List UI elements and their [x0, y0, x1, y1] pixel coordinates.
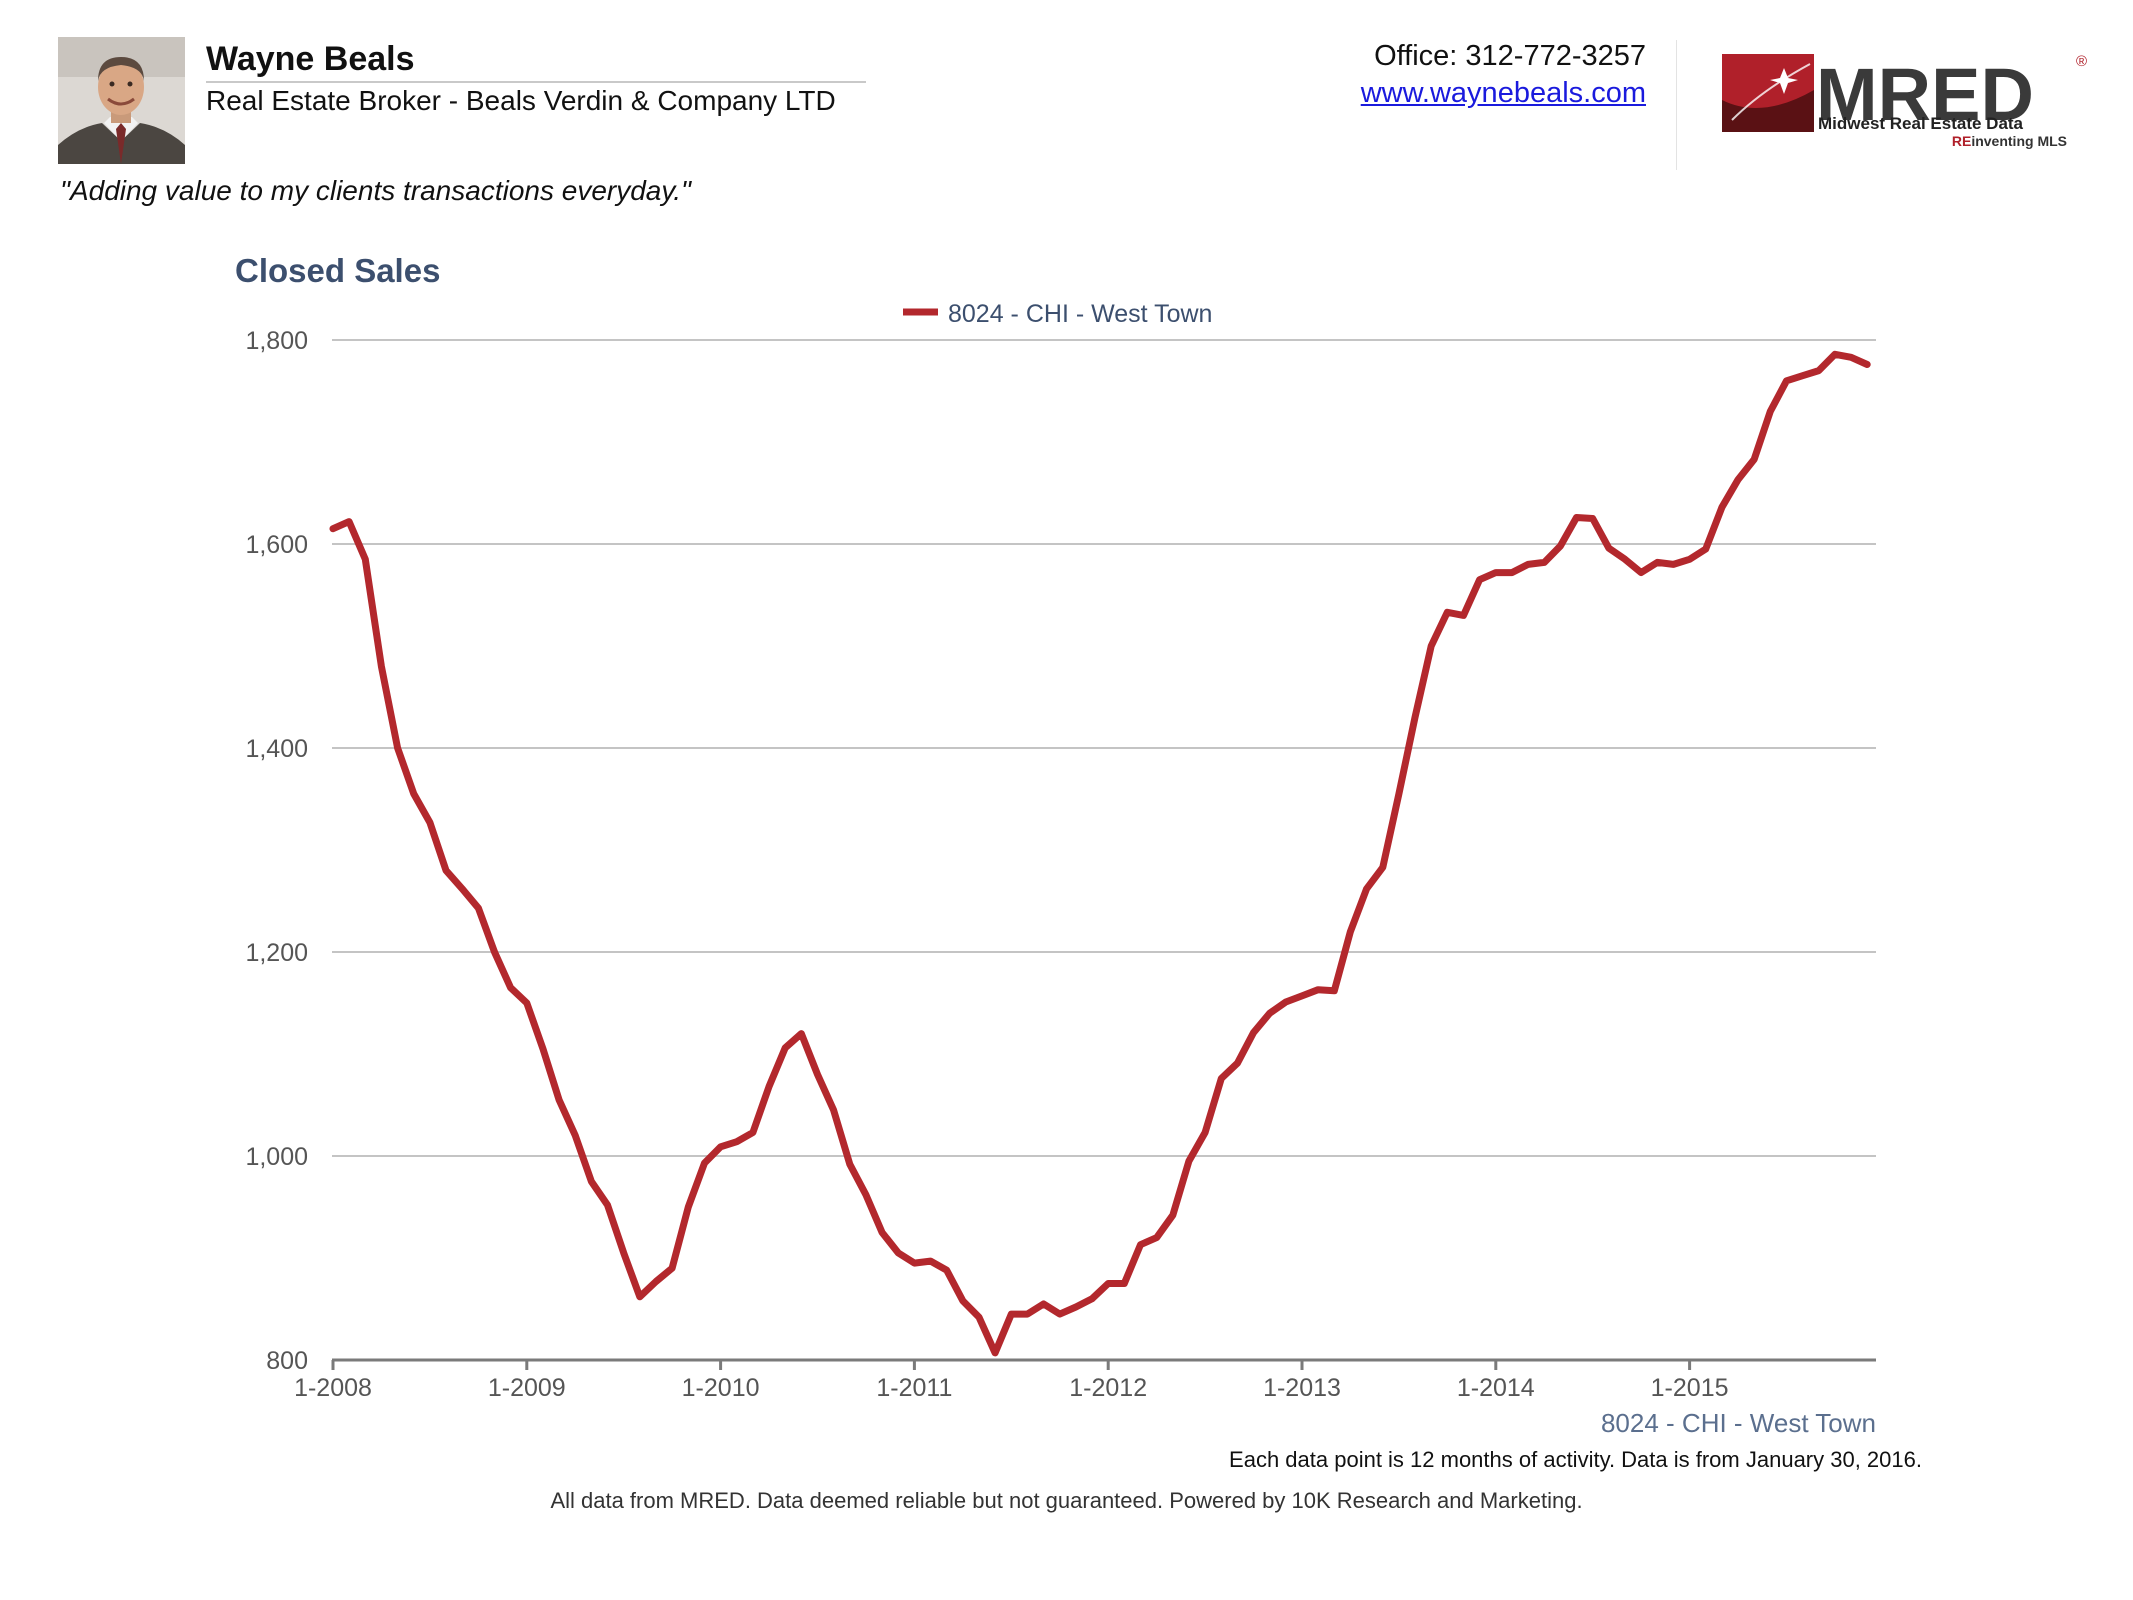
y-tick-label: 800 [266, 1347, 308, 1375]
y-tick-label: 1,400 [245, 735, 308, 763]
logo-wordmark: MRED [1816, 53, 2034, 136]
legend: 8024 - CHI - West Town [903, 300, 1212, 328]
agent-portrait-image [58, 37, 185, 164]
logo-tagline-prefix: RE [1952, 133, 1971, 149]
x-tick-label: 1-2011 [876, 1374, 952, 1402]
legend-label: 8024 - CHI - West Town [948, 300, 1212, 328]
star-icon [1770, 68, 1798, 94]
mred-logo: MRED ® Midwest Real Estate Data REinvent… [1722, 50, 2102, 165]
agent-title: Real Estate Broker - Beals Verdin & Comp… [206, 85, 836, 116]
x-tick-label: 1-2012 [1069, 1374, 1147, 1402]
x-tick-label: 1-2015 [1651, 1374, 1729, 1402]
tagline: "Adding value to my clients transactions… [60, 175, 691, 206]
chart-title: Closed Sales [235, 252, 441, 289]
x-tick-label: 1-2009 [488, 1374, 566, 1402]
logo-tagline-rest: inventing MLS [1971, 133, 2067, 149]
vertical-divider [1676, 40, 1677, 170]
y-tick-label: 1,600 [245, 531, 308, 559]
website-link[interactable]: www.waynebeals.com [1360, 77, 1646, 109]
x-tick-label: 1-2010 [682, 1374, 760, 1402]
header-divider [206, 81, 866, 83]
x-tick-label: 1-2013 [1263, 1374, 1341, 1402]
axes [331, 1358, 1876, 1370]
y-tick-label: 1,000 [245, 1143, 308, 1171]
office-phone: Office: 312-772-3257 [1374, 40, 1646, 72]
logo-registered: ® [2076, 53, 2087, 70]
grid-lines [332, 339, 1876, 1157]
agent-name: Wayne Beals [206, 40, 415, 78]
logo-tagline: REinventing MLS [1952, 133, 2067, 149]
x-tick-labels: 1-2008 1-2009 1-2010 1-2011 1-2012 1-2013 1-20… [294, 1374, 1728, 1402]
agent-photo [58, 37, 185, 164]
x-tick-label: 1-2008 [294, 1374, 372, 1402]
chart-footnote: Each data point is 12 months of activity… [1229, 1447, 1922, 1472]
disclaimer: All data from MRED. Data deemed reliable… [550, 1488, 1583, 1513]
series-line-west-town [329, 350, 1871, 1357]
x-axis-series-label: 8024 - CHI - West Town [1601, 1408, 1876, 1438]
logo-subtitle: Midwest Real Estate Data [1818, 114, 2024, 133]
y-tick-labels: 800 1,000 1,200 1,400 1,600 1,800 [245, 327, 308, 1375]
y-tick-label: 1,800 [245, 327, 308, 355]
x-tick-label: 1-2014 [1457, 1374, 1535, 1402]
y-tick-label: 1,200 [245, 939, 308, 967]
